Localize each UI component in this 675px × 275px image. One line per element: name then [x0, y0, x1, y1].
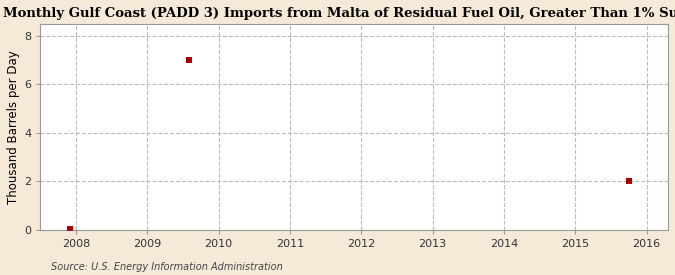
Point — [65, 227, 76, 232]
Title: Monthly Gulf Coast (PADD 3) Imports from Malta of Residual Fuel Oil, Greater Tha: Monthly Gulf Coast (PADD 3) Imports from… — [3, 7, 675, 20]
Point — [183, 58, 194, 62]
Point — [624, 179, 634, 183]
Text: Source: U.S. Energy Information Administration: Source: U.S. Energy Information Administ… — [51, 262, 282, 272]
Y-axis label: Thousand Barrels per Day: Thousand Barrels per Day — [7, 50, 20, 204]
